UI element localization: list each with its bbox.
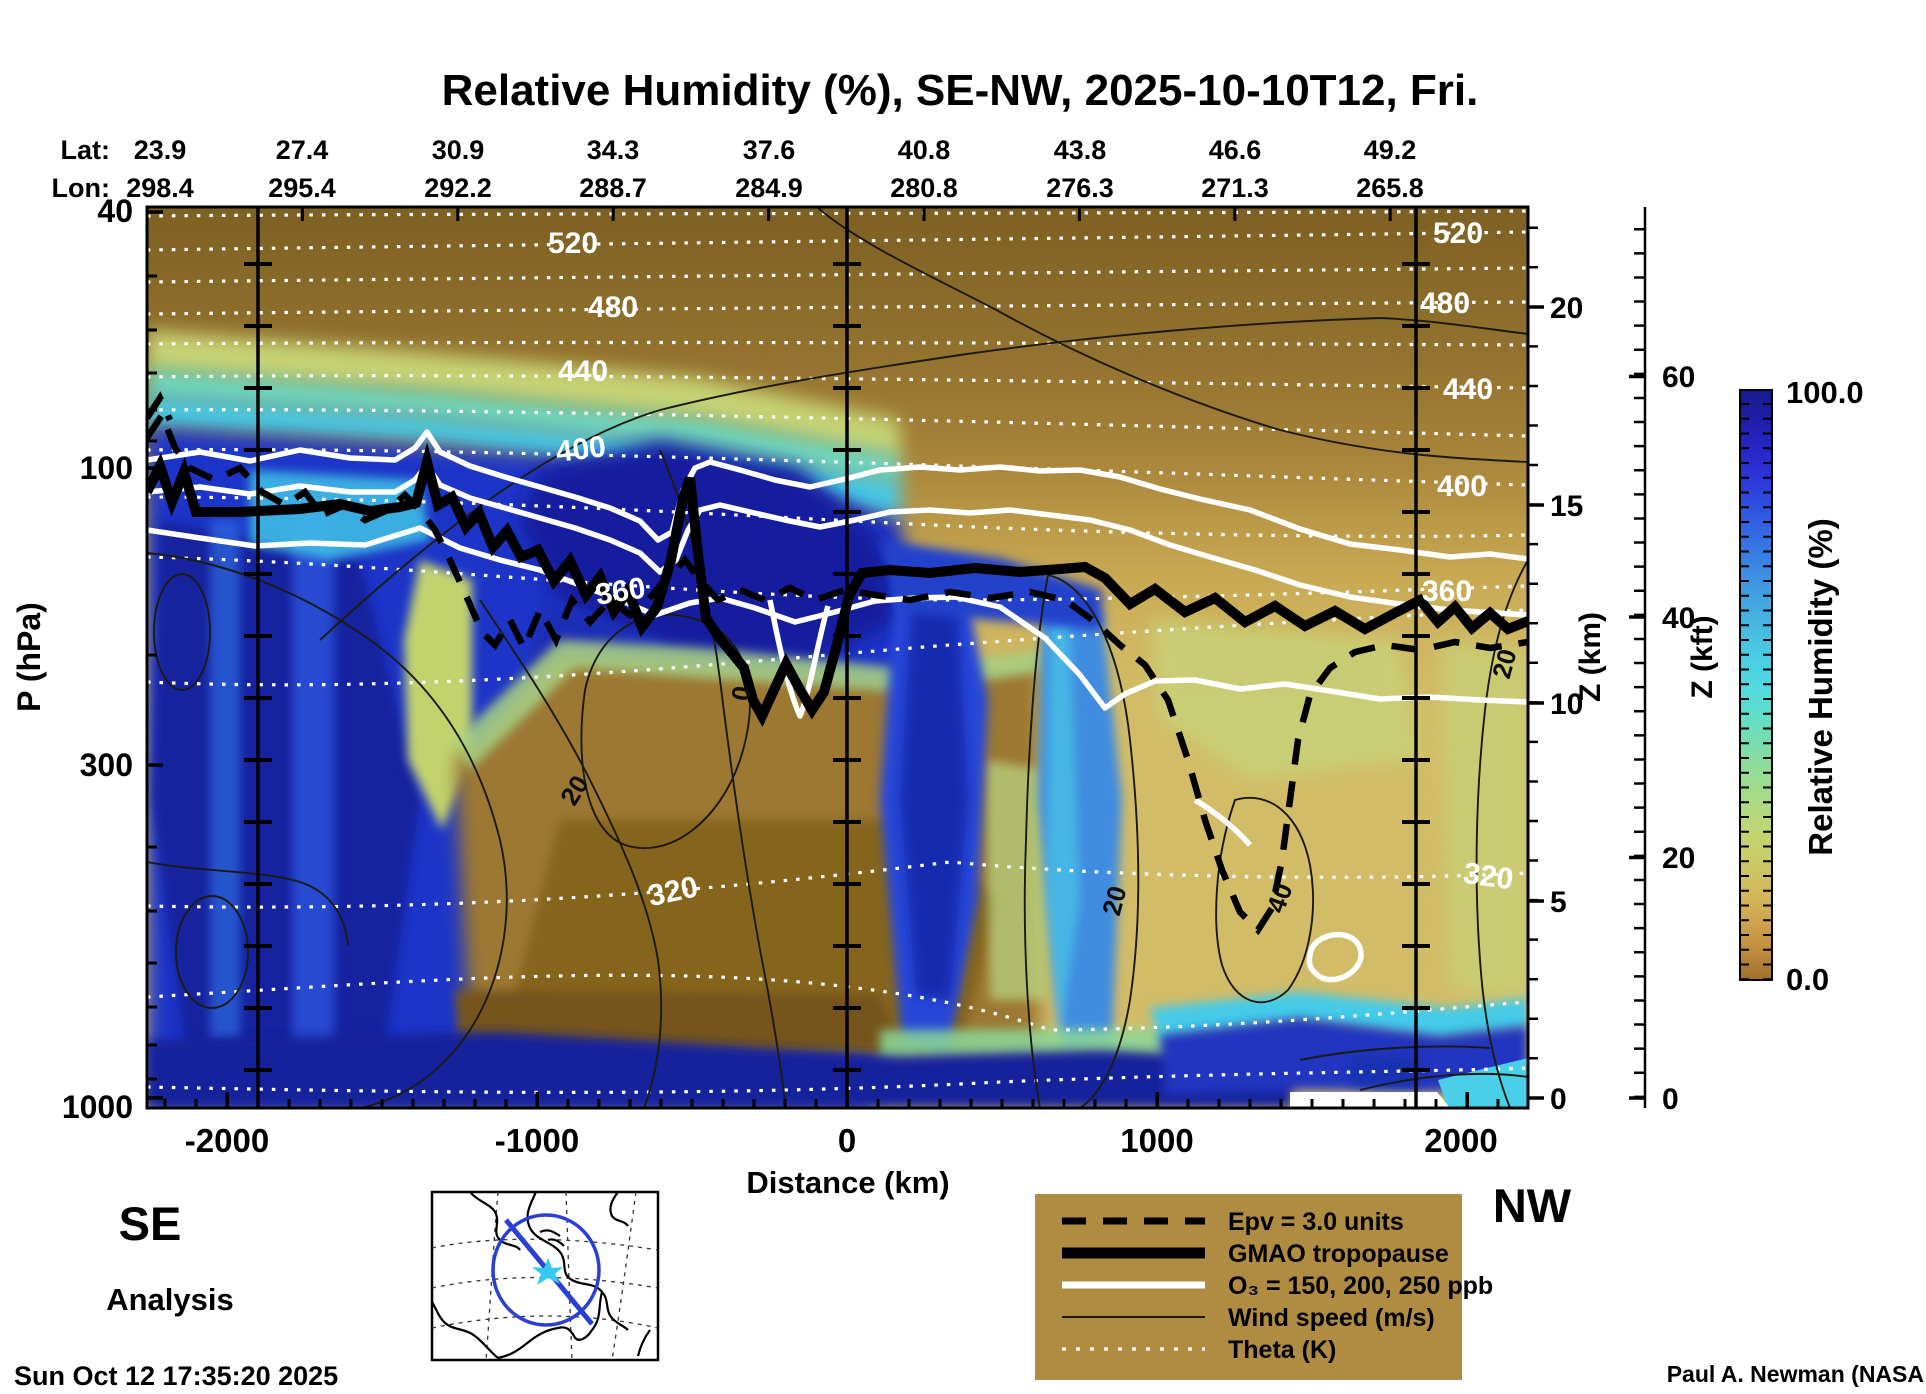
theta-label: 520 [1433,217,1483,250]
map-range-circle [491,1213,601,1327]
lon-tick-label: 295.4 [268,173,336,203]
pressure-tick-label: 40 [97,193,133,229]
map-graticule [432,1192,658,1360]
map-location-star-icon [532,1258,563,1285]
lon-tick-label: 265.8 [1356,173,1424,203]
lon-tick-label: 298.4 [126,173,194,203]
analysis-label: Analysis [106,1282,234,1317]
theta-label: 520 [548,227,598,260]
se-corner-label: SE [119,1197,182,1250]
chart-title: Relative Humidity (%), SE-NW, 2025-10-10… [442,66,1479,115]
zkm-tick-label: 20 [1550,292,1583,325]
legend-item-label: O₃ = 150, 200, 250 ppb [1228,1272,1493,1300]
distance-tick-label: -2000 [185,1122,269,1159]
pressure-tick-label: 1000 [62,1089,133,1125]
legend-item-label: Wind speed (m/s) [1228,1304,1435,1332]
inset-map [430,1190,660,1362]
map-coastlines [432,1192,651,1360]
rh-field: 520 480 440 400 360 320 520 480 440 400 … [147,207,1528,1108]
credit: Paul A. Newman (NASA [1667,1361,1924,1387]
wind-label: 0 [725,684,757,703]
zkm-tick-label: 15 [1550,490,1583,523]
zkm-tick-label: 0 [1550,1083,1567,1116]
theta-label: 360 [1422,575,1472,608]
lon-tick-label: 271.3 [1201,173,1269,203]
lon-prefix: Lon: [52,173,110,203]
theta-label: 480 [1420,287,1470,320]
theta-label: 360 [593,571,648,611]
right-axis-km-title: Z (km) [1574,612,1607,702]
lat-tick-label: 34.3 [587,135,640,165]
colorbar-title: Relative Humidity (%) [1802,518,1839,855]
left-axis: 40 100 300 1000 P (hPa) [11,193,133,1125]
zkm-tick-label: 10 [1550,688,1583,721]
vertical-reference-lines [244,207,1430,1108]
right-axis-kft-title: Z (kft) [1686,615,1719,698]
distance-tick-label: 1000 [1120,1122,1193,1159]
theta-labels: 520 480 440 400 360 320 520 480 440 400 … [548,217,1515,913]
lat-tick-label: 40.8 [898,135,951,165]
zkft-tick-label: 0 [1662,1083,1679,1116]
legend-item-label: Theta (K) [1228,1336,1336,1364]
wind-speed-contours [147,207,1528,1108]
right-axis-km: 20 15 10 5 0 Z (km) [1550,292,1607,1116]
distance-tick-label: 2000 [1424,1122,1497,1159]
lon-tick-label: 276.3 [1046,173,1114,203]
tropopause-line [147,442,1528,728]
theta-label: 440 [1443,373,1493,406]
zkm-tick-label: 5 [1550,886,1567,919]
lon-tick-label: 280.8 [890,173,958,203]
zkft-tick-label: 60 [1662,361,1695,394]
theta-label: 400 [554,430,608,469]
lat-tick-label: 30.9 [432,135,485,165]
lat-tick-label: 49.2 [1364,135,1417,165]
colorbar: 100.0 0.0 Relative Humidity (%) [1739,375,1864,997]
bottom-axis-title: Distance (km) [746,1165,949,1200]
pressure-tick-label: 100 [80,450,133,486]
lat-tick-label: 27.4 [276,135,329,165]
timestamp: Sun Oct 12 17:35:20 2025 [14,1361,338,1391]
right-axis-kft: 60 40 20 0 Z (kft) [1629,207,1719,1116]
distance-tick-label: 0 [838,1122,856,1159]
theta-label: 480 [588,291,638,324]
lat-tick-label: 43.8 [1054,135,1107,165]
colorbar-max-label: 100.0 [1786,375,1864,410]
lon-tick-label: 284.9 [735,173,803,203]
lat-tick-label: 46.6 [1209,135,1262,165]
lat-prefix: Lat: [61,135,111,165]
nw-corner-label: NW [1493,1179,1572,1232]
zkft-tick-label: 40 [1662,602,1695,635]
lon-tick-label: 288.7 [579,173,647,203]
top-axis: Lat: Lon: 23.9 27.4 30.9 34.3 37.6 40.8 … [52,135,1424,203]
bottom-axis: -2000 -1000 0 1000 2000 Distance (km) [185,1122,1498,1200]
theta-label: 320 [1461,857,1515,897]
left-axis-title: P (hPa) [11,602,47,712]
colorbar-min-label: 0.0 [1786,962,1829,997]
lat-tick-label: 37.6 [743,135,796,165]
lon-tick-label: 292.2 [424,173,492,203]
pressure-tick-label: 300 [80,747,133,783]
lat-tick-label: 23.9 [134,135,187,165]
legend-item-label: Epv = 3.0 units [1228,1208,1404,1236]
plot-frame [145,205,1544,1110]
distance-tick-label: -1000 [495,1122,579,1159]
theta-label: 400 [1437,470,1487,503]
legend: Epv = 3.0 units GMAO tropopause O₃ = 150… [1035,1194,1493,1380]
theta-label: 440 [558,355,608,388]
zkft-tick-label: 20 [1662,842,1695,875]
legend-item-label: GMAO tropopause [1228,1240,1449,1268]
